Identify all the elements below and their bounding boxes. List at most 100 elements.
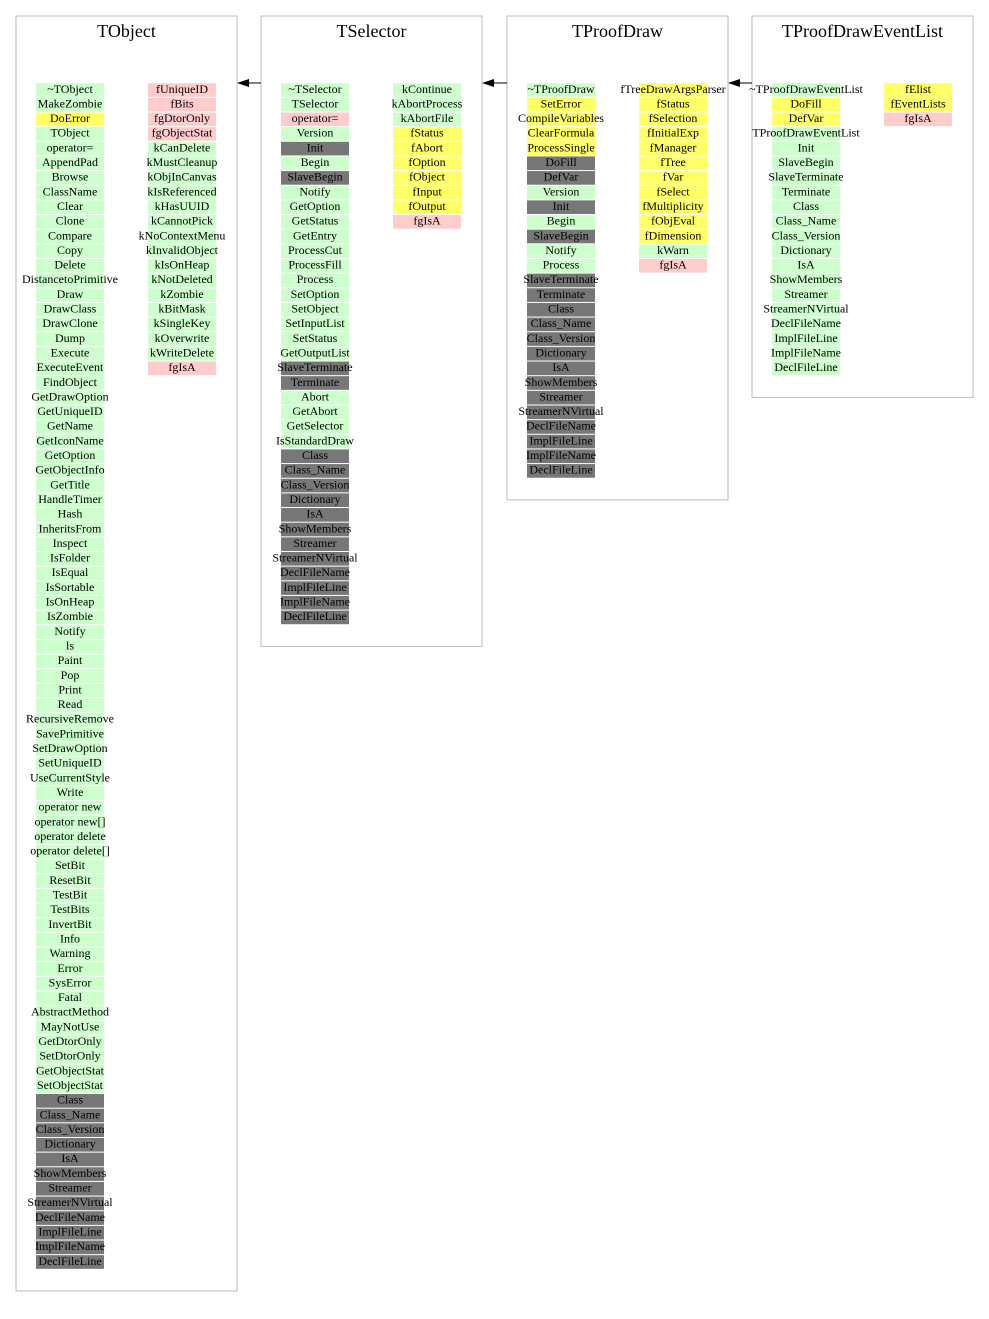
cell [36,1094,104,1108]
method-label: Class_Version [527,331,596,345]
cell [36,361,104,376]
method-label: InheritsFrom [39,521,102,535]
method-label: GetDtorOnly [38,1034,101,1048]
cell [36,610,104,625]
method-label: ProcessCut [288,243,343,257]
cell [281,376,349,390]
cell [772,346,840,361]
member-label: kCannotPick [151,214,213,228]
cell [36,508,104,522]
class-title: TSelector [337,21,407,41]
method-label: ResetBit [49,873,91,887]
cell [36,1020,104,1035]
cell [281,200,349,215]
method-label: IsFolder [50,551,90,565]
cell [772,141,840,156]
method-label: DrawClone [42,316,97,330]
cell [281,156,349,171]
cell [148,346,216,361]
method-label: GetUniqueID [37,404,103,418]
method-label: Delete [54,258,85,272]
cell [36,1137,104,1152]
cell [36,215,104,229]
method-label: Pop [61,668,80,682]
cell [148,258,216,273]
method-label: IsSortable [46,580,95,594]
cell [281,566,349,581]
method-label: Streamer [293,536,336,550]
method-label: Dictionary [780,243,831,257]
cell [281,478,349,493]
method-label: Dictionary [535,345,586,359]
method-label: Hash [58,507,83,521]
method-label: Version [543,184,580,198]
method-label: Paint [58,653,83,667]
member-label: fOption [408,155,445,169]
member-label: fManager [650,140,697,154]
method-label: Fatal [58,990,83,1004]
method-label: Execute [51,345,90,359]
cell [36,522,104,537]
member-label: fgIsA [904,111,932,125]
method-label: ProcessSingle [527,140,594,154]
member-label: fUniqueID [156,82,208,96]
method-label: IsA [306,507,324,521]
cell [148,83,216,97]
method-label: SlaveTerminate [768,170,843,184]
cell [772,97,840,112]
method-label: IsA [552,360,570,374]
cell [281,244,349,258]
cell [281,97,349,112]
cell [36,859,104,874]
method-label: SetDtorOnly [39,1049,100,1063]
method-label: Clone [56,214,85,228]
cell [527,302,595,317]
cell [281,185,349,200]
cell [36,815,104,830]
cell [148,156,216,171]
method-label: DrawClass [44,302,97,316]
method-label: SetInputList [285,316,345,330]
cell [639,229,707,244]
cell [36,420,104,434]
method-label: IsStandardDraw [276,433,354,447]
cell [36,97,104,112]
cell [36,478,104,493]
member-label: fInput [412,184,442,198]
cell [281,127,349,141]
cell [281,405,349,420]
cell [527,346,595,361]
cell [36,801,104,815]
method-label: IsZombie [47,609,93,623]
member-label: kMustCleanup [147,155,218,169]
cell [527,405,595,420]
cell [36,1240,104,1255]
method-label: ImplFileName [35,1239,105,1253]
cell [36,874,104,888]
cell [527,376,595,390]
method-label: operator delete[] [30,844,110,858]
method-label: Write [57,785,84,799]
cell [527,127,595,141]
method-label: Notify [299,184,330,198]
method-label: DefVar [544,170,579,184]
cell [527,185,595,200]
cell [393,127,461,141]
cell [639,127,707,141]
method-label: ~TProofDraw [527,82,594,96]
cell [36,625,104,639]
cell [639,141,707,156]
method-label: InvertBit [48,917,92,931]
cell [36,346,104,361]
cell [36,713,104,727]
method-label: ImplFileLine [774,331,837,345]
member-label: fAbort [411,140,444,154]
method-label: AbstractMethod [31,1005,109,1019]
cell [36,185,104,200]
cell [281,390,349,405]
method-label: Class_Version [772,228,841,242]
cell [281,288,349,302]
cell [36,171,104,185]
member-label: kIsOnHeap [155,258,210,272]
